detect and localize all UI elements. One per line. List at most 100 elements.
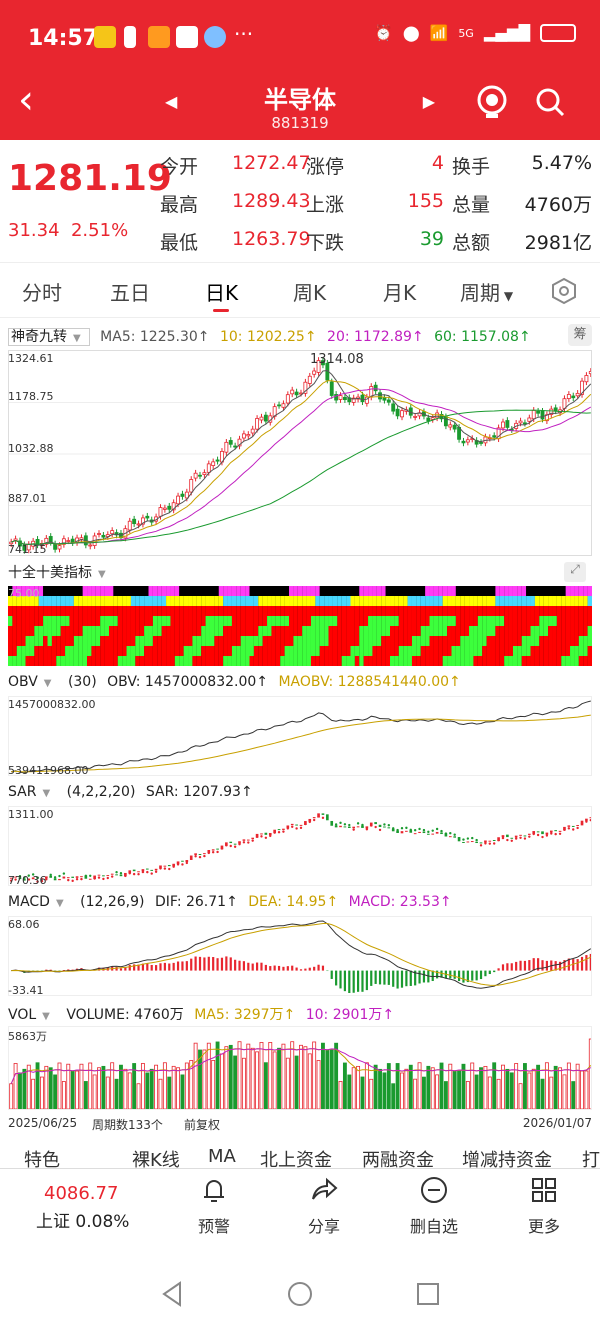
indicator-cell bbox=[29, 586, 35, 596]
indicator-cell bbox=[227, 646, 232, 656]
indicator-cell bbox=[65, 596, 70, 606]
last-price: 1281.19 bbox=[8, 158, 172, 199]
share-button[interactable]: 分享 bbox=[284, 1175, 364, 1237]
back-icon[interactable]: ‹ bbox=[18, 77, 34, 123]
indicator-cell bbox=[104, 606, 109, 616]
next-stock-icon[interactable]: ▶ bbox=[422, 92, 435, 111]
candle bbox=[351, 397, 356, 403]
candle bbox=[443, 416, 448, 427]
header: 14:57 ··· ⏰ ⬤ 📶 5G ▂▄▆█ ‹ ◀ 半导体 881319 ▶ bbox=[0, 0, 600, 140]
ma10-line bbox=[11, 380, 591, 546]
indicator-cell bbox=[359, 626, 364, 636]
subtab-holding-change[interactable]: 增减持资金 bbox=[462, 1150, 552, 1168]
indicator-cell bbox=[205, 606, 210, 616]
indicator-cell bbox=[508, 586, 513, 596]
obv-selector[interactable]: OBV ▼ bbox=[8, 674, 57, 690]
indicator-cell bbox=[271, 606, 276, 616]
indicator-cell bbox=[491, 636, 496, 646]
volume-bar bbox=[294, 1055, 299, 1109]
indicator-cell bbox=[188, 596, 193, 606]
expand-icon[interactable]: ⤢ bbox=[564, 562, 586, 582]
candle bbox=[580, 380, 584, 395]
indicator-cell bbox=[108, 656, 114, 666]
sar-dot bbox=[299, 826, 303, 830]
volume-chart[interactable] bbox=[8, 1026, 592, 1110]
indicator-cell bbox=[104, 586, 109, 596]
subtab-margin[interactable]: 两融资金 bbox=[362, 1150, 434, 1168]
indicator-cell bbox=[486, 636, 492, 646]
tab-intraday[interactable]: 分时 bbox=[22, 281, 62, 305]
kline-chart[interactable] bbox=[8, 350, 592, 556]
nav-back-icon[interactable] bbox=[158, 1280, 186, 1308]
indicator-cell bbox=[548, 626, 553, 636]
settings-icon[interactable] bbox=[550, 277, 578, 305]
sar-dot bbox=[545, 834, 549, 837]
prev-stock-icon[interactable]: ◀ bbox=[165, 92, 178, 111]
indicator-cell bbox=[482, 616, 487, 626]
indicator-cell bbox=[152, 606, 158, 616]
subtab-featured[interactable]: 特色 bbox=[24, 1150, 60, 1168]
sar-dot bbox=[506, 838, 509, 842]
volume-bar bbox=[206, 1042, 211, 1109]
indicator-cell bbox=[38, 656, 44, 666]
panel2-header[interactable]: 十全十美指标 ▼ bbox=[8, 562, 112, 582]
candle bbox=[127, 520, 132, 531]
indicator-cell bbox=[43, 596, 48, 606]
tab-monthly-k[interactable]: 月K bbox=[383, 281, 417, 305]
remove-watchlist-button[interactable]: 删自选 bbox=[394, 1175, 474, 1237]
indicator-cell bbox=[504, 656, 509, 666]
indicator-cell bbox=[433, 596, 439, 606]
nav-home-icon[interactable] bbox=[286, 1280, 314, 1308]
sar-selector[interactable]: SAR ▼ bbox=[8, 784, 56, 800]
indicator-cell bbox=[354, 596, 360, 606]
subtab-more[interactable]: 打 bbox=[582, 1150, 600, 1168]
chip-distribution-button[interactable]: 筹 bbox=[568, 324, 592, 346]
indicator-cell bbox=[223, 616, 228, 626]
nav-recents-icon[interactable] bbox=[414, 1280, 442, 1308]
macd-chart[interactable] bbox=[8, 916, 592, 996]
subtab-naked-k[interactable]: 裸K线 bbox=[132, 1150, 180, 1168]
subtab-northbound[interactable]: 北上资金 bbox=[260, 1150, 332, 1168]
indicator-cell bbox=[21, 596, 26, 606]
indicator-cell bbox=[188, 626, 193, 636]
indicator-cell bbox=[29, 596, 35, 606]
alert-button[interactable]: 预警 bbox=[174, 1175, 254, 1237]
indicator-cell bbox=[245, 636, 250, 646]
sar-candle bbox=[383, 826, 386, 828]
more-button[interactable]: 更多 bbox=[504, 1175, 584, 1237]
volume-bar bbox=[575, 1063, 580, 1109]
indicator-cell bbox=[245, 586, 250, 596]
indicator-cell bbox=[82, 596, 88, 606]
obv-chart[interactable] bbox=[8, 696, 592, 776]
search-icon[interactable] bbox=[534, 86, 566, 118]
tab-daily-k[interactable]: 日K bbox=[205, 281, 239, 305]
sar-candle bbox=[299, 824, 303, 826]
indicator-cell bbox=[209, 596, 215, 606]
adjust-mode[interactable]: 前复权 bbox=[184, 1118, 221, 1132]
assistant-icon[interactable] bbox=[476, 84, 508, 120]
vol-selector[interactable]: VOL ▼ bbox=[8, 1007, 56, 1023]
candle bbox=[105, 534, 110, 537]
indicator-cell bbox=[267, 596, 272, 606]
indicator-cell bbox=[433, 626, 439, 636]
candle bbox=[347, 397, 352, 403]
indicator-cell bbox=[469, 636, 474, 646]
fall-label: 下跌 bbox=[306, 232, 345, 254]
tab-period[interactable]: 周期 ▼ bbox=[460, 277, 513, 306]
indicator-cell bbox=[284, 656, 290, 666]
tab-five-day[interactable]: 五日 bbox=[110, 281, 150, 305]
indicator-cell bbox=[552, 636, 557, 646]
indicator-cell bbox=[565, 596, 571, 606]
volume-bar bbox=[31, 1078, 36, 1109]
macd-selector[interactable]: MACD ▼ bbox=[8, 894, 70, 910]
indicator-cell bbox=[477, 626, 483, 636]
sar-candle bbox=[27, 878, 31, 881]
tab-weekly-k[interactable]: 周K bbox=[293, 281, 327, 305]
sar-chart[interactable] bbox=[8, 806, 592, 886]
subtab-ma[interactable]: MA bbox=[208, 1146, 236, 1167]
indicator-selector[interactable]: 神奇九转 ▼ bbox=[8, 328, 90, 346]
indicator-cell bbox=[8, 606, 13, 616]
indicator-cell bbox=[464, 616, 470, 626]
indicator-cell bbox=[43, 606, 48, 616]
sar-candle bbox=[554, 830, 557, 832]
